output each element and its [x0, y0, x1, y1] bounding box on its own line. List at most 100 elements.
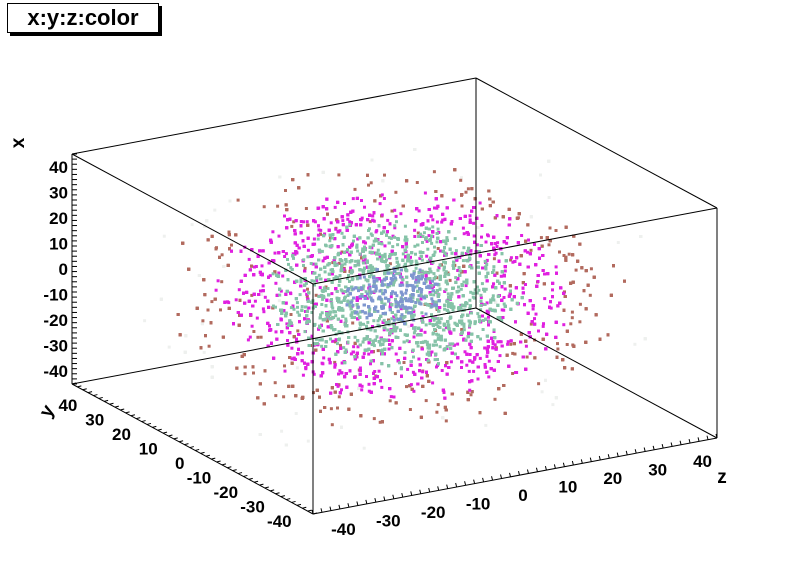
- data-point: [311, 242, 315, 246]
- data-point: [499, 274, 503, 278]
- data-point: [361, 261, 365, 265]
- data-point: [418, 363, 422, 367]
- data-point: [327, 228, 331, 232]
- data-point: [547, 159, 551, 163]
- data-point: [570, 316, 574, 320]
- data-point: [443, 405, 447, 409]
- data-point: [500, 318, 504, 322]
- data-point: [227, 306, 231, 310]
- data-point: [321, 371, 325, 375]
- data-point: [418, 256, 422, 260]
- data-point: [445, 372, 449, 376]
- data-point: [533, 322, 537, 326]
- data-point: [344, 317, 348, 321]
- data-point: [491, 200, 495, 204]
- data-point: [576, 259, 580, 263]
- data-point: [372, 239, 376, 243]
- data-point: [379, 379, 382, 383]
- data-point: [284, 189, 287, 192]
- data-point: [281, 250, 285, 253]
- data-point: [468, 359, 472, 363]
- data-point: [426, 247, 430, 251]
- data-point: [428, 322, 432, 326]
- data-point: [523, 303, 526, 307]
- data-point: [521, 286, 525, 290]
- data-point: [304, 282, 308, 285]
- data-point: [509, 342, 513, 346]
- data-point: [459, 287, 463, 291]
- data-point: [616, 241, 620, 244]
- data-point: [228, 199, 232, 203]
- data-point: [358, 323, 362, 327]
- data-point: [383, 244, 387, 248]
- data-point: [554, 229, 558, 232]
- data-point: [495, 214, 499, 218]
- data-point: [337, 261, 341, 265]
- data-point: [284, 203, 288, 207]
- data-point: [372, 382, 376, 386]
- data-point: [554, 396, 558, 400]
- data-point: [386, 230, 389, 234]
- data-point: [445, 345, 449, 348]
- data-point: [237, 288, 241, 292]
- data-point: [424, 270, 428, 274]
- data-point: [393, 372, 397, 376]
- data-point: [539, 236, 543, 240]
- data-point: [491, 342, 495, 346]
- data-point: [178, 333, 182, 337]
- data-point: [472, 221, 476, 225]
- data-point: [330, 272, 334, 276]
- data-point: [588, 293, 592, 297]
- data-point: [318, 286, 322, 290]
- data-point: [206, 238, 210, 242]
- data-point: [289, 291, 292, 295]
- data-point: [508, 292, 512, 296]
- data-point: [429, 214, 433, 218]
- data-point: [261, 289, 265, 293]
- data-point: [574, 268, 578, 272]
- data-point: [367, 352, 371, 356]
- data-point: [316, 237, 320, 241]
- data-point: [372, 376, 376, 380]
- data-point: [354, 223, 358, 227]
- data-point: [347, 407, 351, 411]
- data-point: [203, 293, 207, 297]
- data-point: [290, 224, 294, 228]
- data-point: [356, 249, 360, 253]
- data-point: [547, 243, 551, 247]
- data-point: [262, 310, 266, 314]
- data-point: [473, 322, 477, 326]
- data-point: [445, 346, 449, 350]
- data-point: [483, 346, 487, 350]
- data-point: [537, 382, 541, 386]
- data-point: [425, 254, 429, 258]
- data-point: [281, 274, 285, 278]
- data-point: [452, 198, 456, 202]
- data-point: [394, 214, 398, 218]
- data-point: [338, 369, 342, 373]
- data-point: [271, 272, 275, 276]
- data-point: [303, 266, 307, 270]
- data-point: [466, 187, 470, 191]
- data-point: [519, 254, 523, 258]
- data-point: [443, 253, 447, 257]
- data-point: [295, 263, 299, 267]
- data-point: [422, 231, 426, 235]
- data-point: [210, 300, 214, 304]
- data-point: [479, 296, 483, 299]
- data-point: [436, 268, 440, 272]
- data-point: [314, 337, 318, 341]
- data-point: [501, 215, 505, 219]
- data-point: [388, 343, 392, 346]
- data-point: [412, 313, 416, 317]
- data-point: [247, 257, 251, 261]
- data-point: [502, 273, 506, 277]
- data-point: [202, 278, 206, 282]
- data-point: [485, 347, 489, 351]
- data-point: [253, 299, 257, 303]
- data-point: [478, 356, 482, 360]
- data-point: [323, 270, 327, 274]
- data-point: [421, 235, 425, 238]
- data-point: [250, 264, 253, 268]
- data-point: [210, 365, 214, 369]
